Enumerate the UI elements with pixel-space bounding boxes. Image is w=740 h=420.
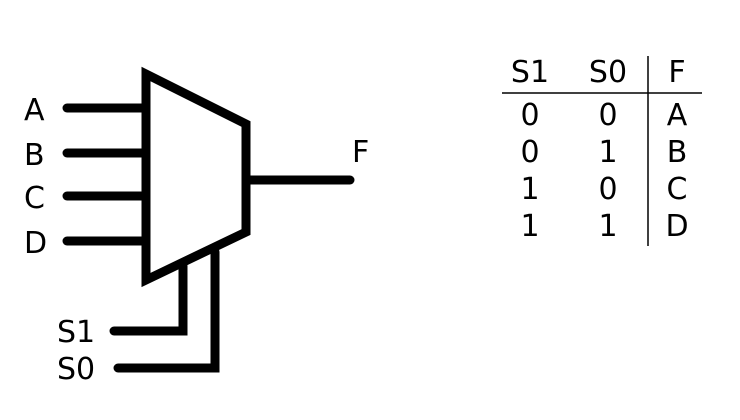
table-cell: 0: [520, 98, 539, 133]
select-line-s0: [113, 247, 220, 373]
table-header-s1: S1: [511, 55, 549, 90]
input-label-b: B: [24, 138, 45, 173]
table-header-f: F: [668, 55, 685, 90]
table-cell: 0: [598, 98, 617, 133]
truth-table: S1 S0 F 0 0 A 0 1 B 1 0 C 1 1 D: [502, 55, 702, 246]
output-label: F: [352, 135, 369, 170]
table-cell: D: [665, 209, 688, 244]
select-label-s1: S1: [57, 315, 95, 350]
mux-body: [141, 66, 251, 288]
input-label-a: A: [24, 93, 45, 128]
table-cell: B: [667, 135, 688, 170]
table-cell: 1: [598, 135, 617, 170]
table-cell: A: [667, 98, 688, 133]
table-cell: 1: [520, 209, 539, 244]
select-line-s1: [109, 261, 188, 336]
table-header-s0: S0: [589, 55, 627, 90]
input-label-c: C: [24, 181, 45, 216]
select-label-s0: S0: [57, 352, 95, 387]
table-cell: 0: [520, 135, 539, 170]
input-label-d: D: [24, 226, 47, 261]
table-cell: 1: [520, 172, 539, 207]
table-cell: 1: [598, 209, 617, 244]
table-cell: C: [667, 172, 688, 207]
table-cell: 0: [598, 172, 617, 207]
